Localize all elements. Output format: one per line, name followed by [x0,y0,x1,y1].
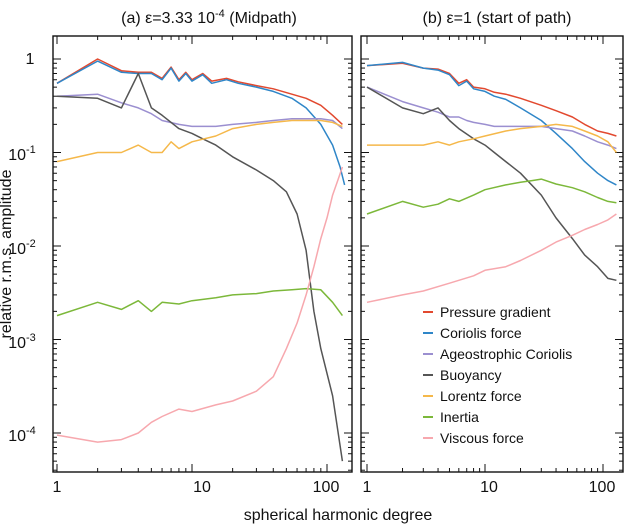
series-line-inertia [56,287,344,317]
y-tick-label-1e-2: 10-2 [8,238,36,258]
panel-b-x-ticks [366,36,604,472]
series-line-viscous-force [56,166,344,443]
panel-b-x-tick-labels: 1 10 100 [363,479,616,496]
panel-a: (a) ε=3.33 10-4 (Midpath) 1 10-1 10-2 10… [8,8,353,496]
panel-a-x-tick-labels: 1 10 100 [53,479,340,496]
series-line-ageostrophic-coriolis [366,86,617,150]
panel-a-frame [52,35,353,473]
panel-b-y-ticks [361,58,623,471]
panel-b-title: (b) ε=1 (start of path) [423,10,572,27]
a-x-tick-label-10: 10 [193,479,211,496]
a-x-tick-label-100: 100 [313,479,340,496]
panel-b-frame [360,35,624,473]
legend-label-buoyancy: Buoyancy [440,367,501,383]
legend-label-viscous-force: Viscous force [440,430,524,446]
series-line-inertia [366,178,617,215]
series-line-pressure-gradient [366,62,617,137]
legend-label-pressure-gradient: Pressure gradient [440,304,551,320]
y-axis-title: relative r.m.s. amplitude [0,169,15,338]
series-line-lorentz-force [56,119,343,163]
legend-label-ageostrophic-coriolis: Ageostrophic Coriolis [440,346,572,362]
legend-label-coriolis-force: Coriolis force [440,325,522,341]
a-x-tick-label-1: 1 [53,479,62,496]
series-line-viscous-force [366,213,617,304]
legend: Pressure gradient Coriolis force Ageostrop… [423,304,572,446]
legend-label-inertia: Inertia [440,409,479,425]
series-line-pressure-gradient [56,58,343,125]
panel-a-title: (a) ε=3.33 10-4 (Midpath) [121,8,297,27]
series-line-coriolis-force [366,61,617,186]
panel-a-y-ticks [53,58,352,471]
series-line-lorentz-force [367,123,617,153]
series-line-buoyancy [366,86,617,282]
y-tick-label-1e-1: 10-1 [8,144,36,164]
panel-a-x-ticks [56,36,328,472]
legend-label-lorentz-force: Lorentz force [440,388,522,404]
panel-a-series [56,58,346,462]
series-line-coriolis-force [56,60,346,186]
b-x-tick-label-100: 100 [589,479,616,496]
b-x-tick-label-10: 10 [480,479,498,496]
y-tick-label-1e-4: 10-4 [8,425,36,445]
y-tick-label-1: 1 [26,51,35,68]
series-line-ageostrophic-coriolis [56,93,343,130]
panel-b-series [366,61,617,304]
panel-b: (b) ε=1 (start of path) 1 10 100 Pressur… [360,10,624,496]
x-axis-title: spherical harmonic degree [244,507,433,524]
b-x-tick-label-1: 1 [363,479,372,496]
y-tick-label-1e-3: 10-3 [8,332,36,352]
series-line-buoyancy [56,72,344,462]
panel-a-y-tick-labels: 1 10-1 10-2 10-3 10-4 [8,51,36,445]
